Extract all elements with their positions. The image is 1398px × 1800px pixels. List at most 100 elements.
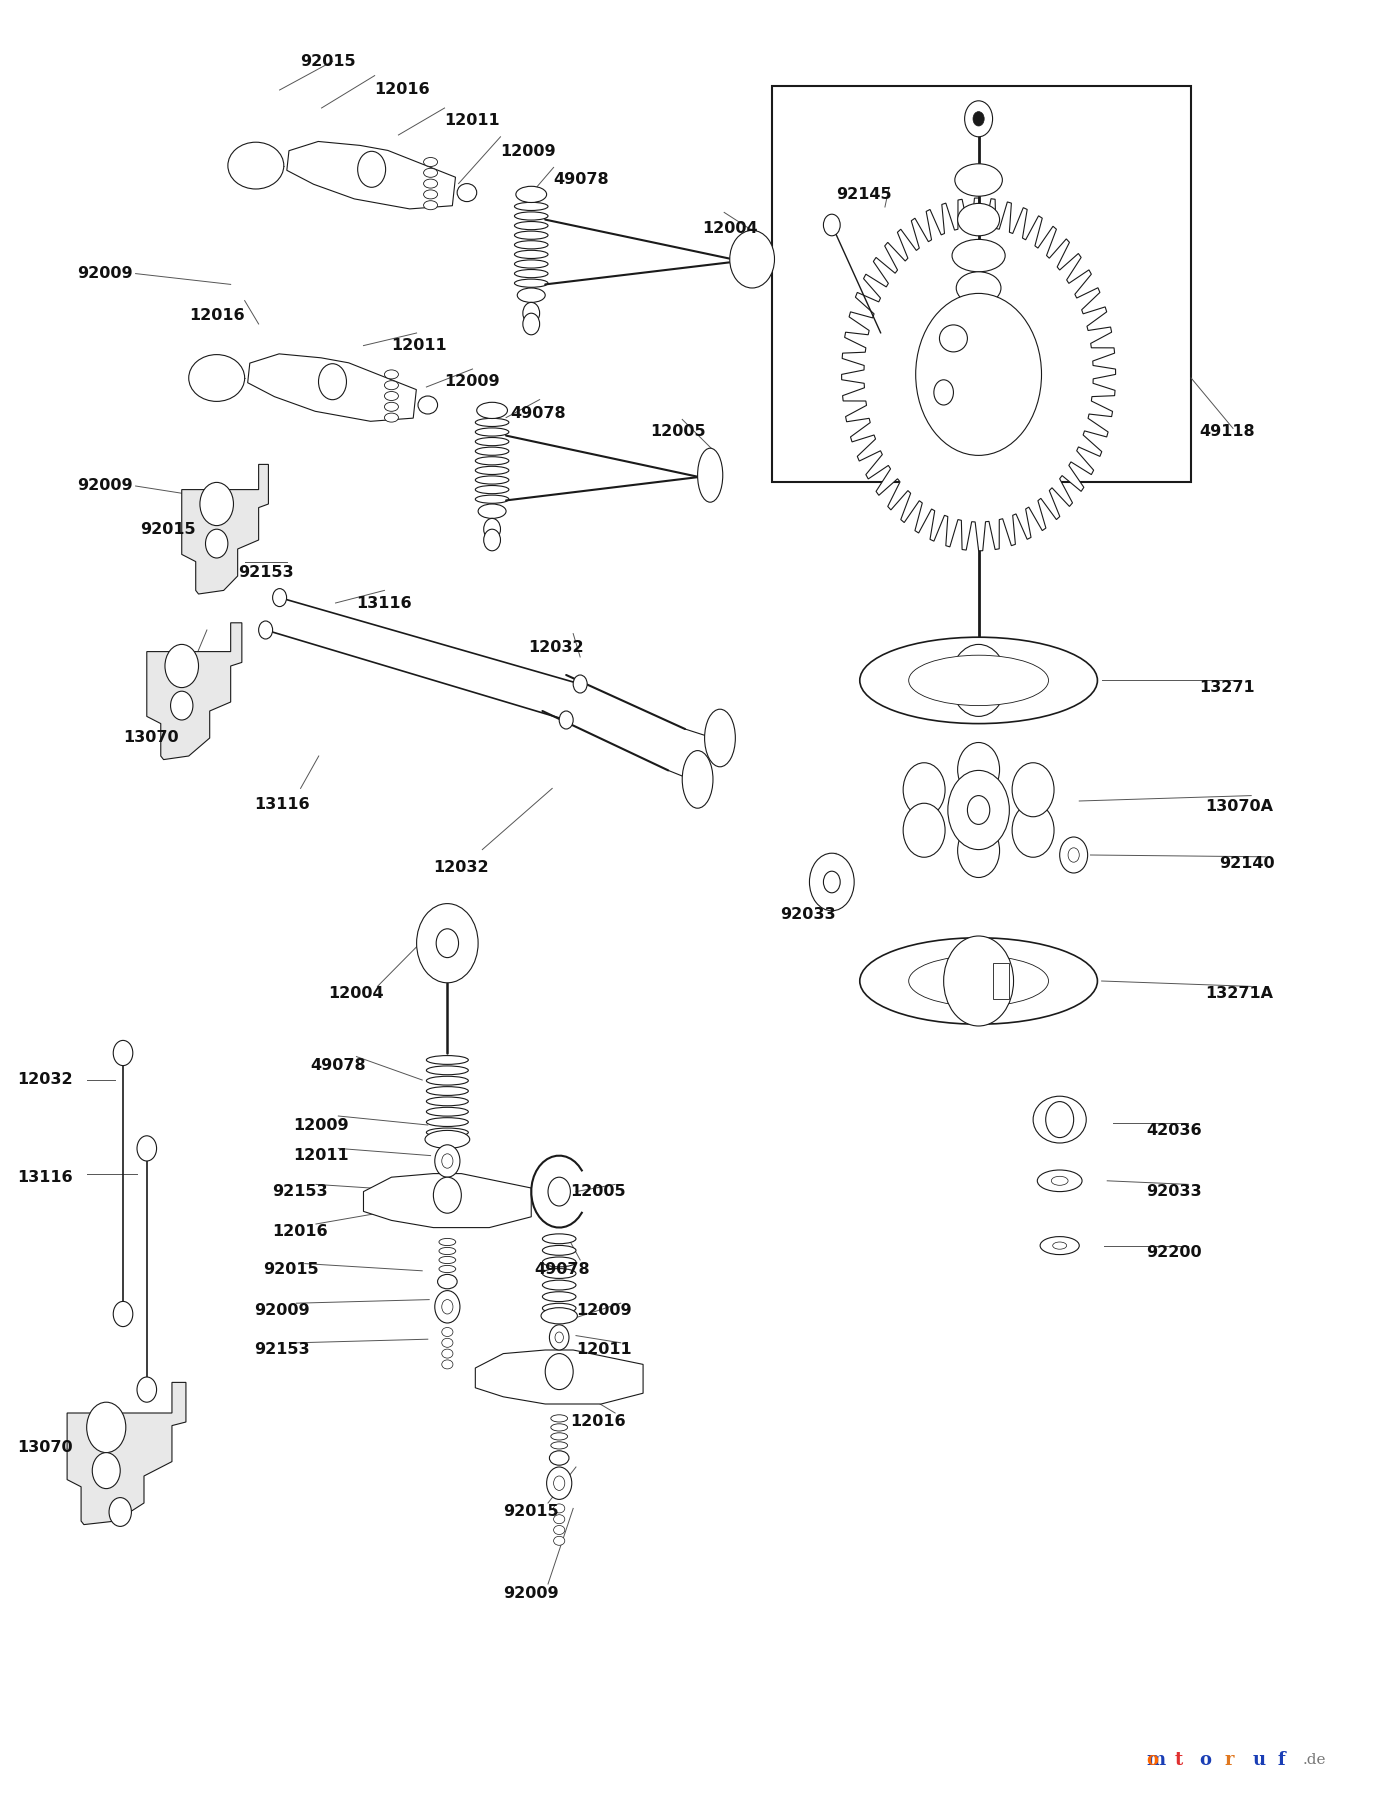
Ellipse shape: [475, 466, 509, 475]
Ellipse shape: [478, 504, 506, 518]
Ellipse shape: [439, 1247, 456, 1255]
Text: 92015: 92015: [503, 1505, 559, 1519]
Circle shape: [417, 904, 478, 983]
Circle shape: [1046, 1102, 1074, 1138]
Text: 92009: 92009: [503, 1586, 559, 1600]
Ellipse shape: [424, 189, 438, 198]
Ellipse shape: [475, 428, 509, 436]
Ellipse shape: [442, 1361, 453, 1368]
Ellipse shape: [740, 232, 765, 286]
Ellipse shape: [384, 382, 398, 391]
Ellipse shape: [384, 392, 398, 401]
Ellipse shape: [457, 184, 477, 202]
Text: 49078: 49078: [534, 1262, 590, 1276]
Circle shape: [484, 529, 500, 551]
Text: 12009: 12009: [500, 144, 556, 158]
Ellipse shape: [551, 1415, 568, 1422]
Polygon shape: [363, 1174, 531, 1228]
Circle shape: [442, 1300, 453, 1314]
Ellipse shape: [425, 1130, 470, 1148]
Ellipse shape: [426, 1107, 468, 1116]
Circle shape: [259, 621, 273, 639]
Ellipse shape: [426, 1129, 468, 1138]
Circle shape: [442, 1154, 453, 1168]
Circle shape: [319, 364, 347, 400]
Ellipse shape: [952, 239, 1005, 272]
Ellipse shape: [475, 486, 509, 493]
Ellipse shape: [959, 304, 998, 337]
Circle shape: [523, 313, 540, 335]
Ellipse shape: [551, 1433, 568, 1440]
Circle shape: [435, 1291, 460, 1323]
Text: 12009: 12009: [294, 1118, 350, 1132]
Text: 92153: 92153: [238, 565, 294, 580]
Text: 92033: 92033: [780, 907, 836, 922]
Ellipse shape: [860, 938, 1097, 1024]
Text: r: r: [1225, 1751, 1234, 1769]
Ellipse shape: [475, 495, 509, 504]
Circle shape: [358, 151, 386, 187]
Ellipse shape: [514, 230, 548, 239]
Ellipse shape: [909, 655, 1048, 706]
Text: 12016: 12016: [189, 308, 245, 322]
Ellipse shape: [551, 1442, 568, 1449]
Text: 12004: 12004: [702, 221, 758, 236]
Ellipse shape: [418, 396, 438, 414]
Ellipse shape: [424, 202, 438, 211]
Circle shape: [967, 796, 990, 824]
Text: 49078: 49078: [554, 173, 610, 187]
Ellipse shape: [542, 1256, 576, 1267]
Ellipse shape: [1012, 763, 1054, 817]
Circle shape: [137, 1377, 157, 1402]
Circle shape: [92, 1453, 120, 1489]
Ellipse shape: [1053, 1242, 1067, 1249]
Bar: [993, 963, 1009, 999]
Text: 12011: 12011: [391, 338, 447, 353]
Ellipse shape: [384, 412, 398, 423]
Text: 92033: 92033: [1146, 1184, 1202, 1199]
Ellipse shape: [542, 1246, 576, 1255]
Text: 49078: 49078: [310, 1058, 366, 1073]
Bar: [772, 86, 1191, 482]
Ellipse shape: [1051, 1177, 1068, 1186]
Ellipse shape: [477, 401, 507, 418]
Text: 42036: 42036: [1146, 1123, 1202, 1138]
Text: 12011: 12011: [445, 113, 500, 128]
Circle shape: [484, 518, 500, 540]
Ellipse shape: [442, 1350, 453, 1357]
Circle shape: [973, 112, 984, 126]
Text: 49078: 49078: [510, 407, 566, 421]
Circle shape: [1060, 837, 1088, 873]
Text: 92153: 92153: [273, 1184, 329, 1199]
Ellipse shape: [958, 203, 1000, 236]
Circle shape: [165, 644, 199, 688]
Text: 12016: 12016: [375, 83, 431, 97]
Ellipse shape: [514, 241, 548, 248]
Text: u: u: [1253, 1751, 1265, 1769]
Ellipse shape: [682, 751, 713, 808]
Ellipse shape: [514, 221, 548, 230]
Text: 12005: 12005: [650, 425, 706, 439]
Text: 12011: 12011: [294, 1148, 350, 1163]
Circle shape: [200, 482, 233, 526]
Ellipse shape: [1033, 1096, 1086, 1143]
Ellipse shape: [514, 279, 548, 288]
Circle shape: [435, 1145, 460, 1177]
Polygon shape: [475, 1350, 643, 1404]
Circle shape: [559, 711, 573, 729]
Ellipse shape: [439, 1265, 456, 1273]
Circle shape: [523, 302, 540, 324]
Ellipse shape: [426, 1118, 468, 1127]
Text: 92009: 92009: [77, 266, 133, 281]
Text: 12005: 12005: [570, 1184, 626, 1199]
Text: o: o: [1146, 1751, 1159, 1769]
Ellipse shape: [426, 1055, 468, 1064]
Circle shape: [965, 101, 993, 137]
Circle shape: [823, 214, 840, 236]
Ellipse shape: [516, 185, 547, 202]
Ellipse shape: [517, 288, 545, 302]
Circle shape: [109, 1498, 131, 1526]
Text: 12016: 12016: [273, 1224, 329, 1238]
Text: 13116: 13116: [356, 596, 412, 610]
Ellipse shape: [554, 1526, 565, 1534]
